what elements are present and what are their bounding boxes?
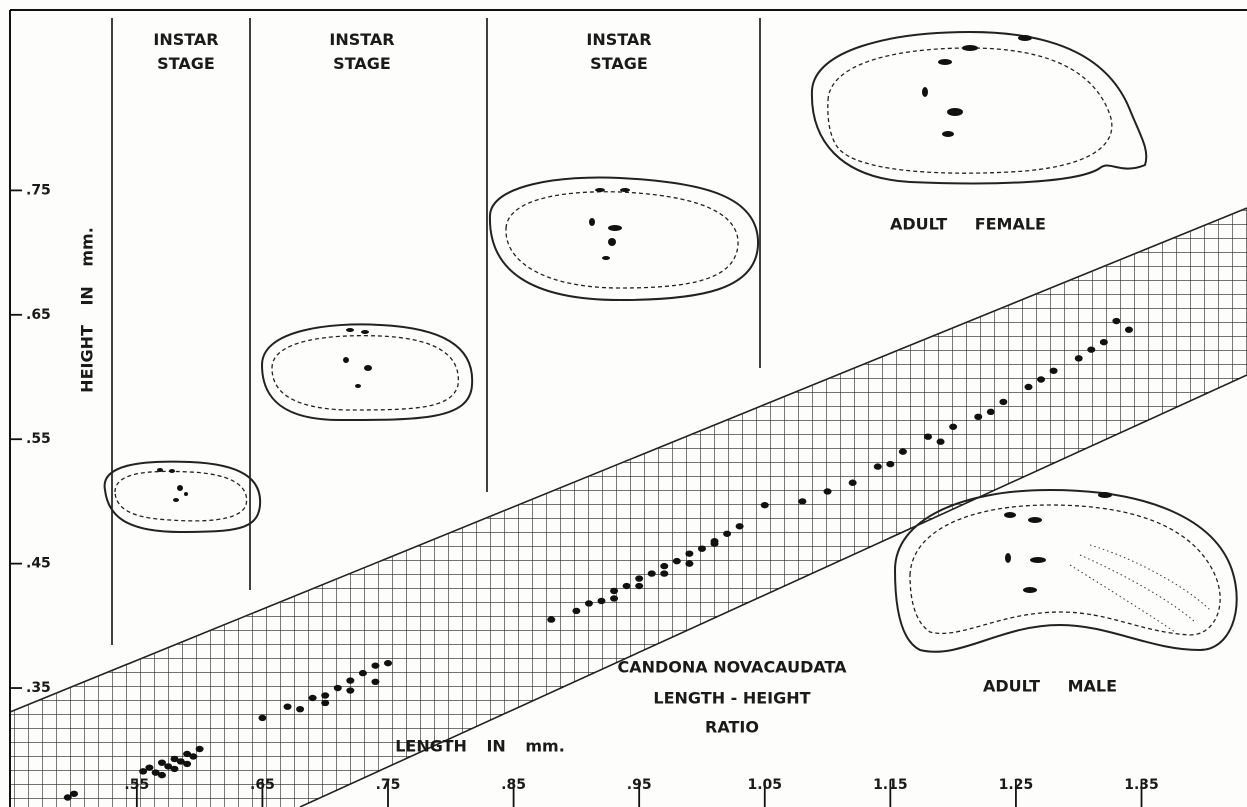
band (10, 208, 1247, 807)
point (346, 687, 354, 693)
point (648, 570, 656, 576)
point (597, 598, 605, 604)
annotation: ADULT MALE (983, 677, 1117, 696)
point (660, 563, 668, 569)
point (899, 448, 907, 454)
point (70, 791, 78, 797)
x-tick-label: 1.05 (747, 777, 782, 793)
point (359, 670, 367, 676)
point (685, 550, 693, 556)
x-tick-label: 1.15 (873, 777, 908, 793)
point (183, 761, 191, 767)
point (623, 583, 631, 589)
x-tick-label: .95 (627, 777, 652, 793)
point (309, 695, 317, 701)
x-axis-label: LENGTH IN mm. (395, 737, 565, 756)
point (371, 679, 379, 685)
point (384, 660, 392, 666)
point (158, 772, 166, 778)
y-tick-label: .75 (26, 182, 51, 198)
chart: .55 .65 .75 .85 .95 1.05 1.15 1.25 1.35 .35 .45 .55… (0, 0, 1247, 807)
x-tick-label: .85 (501, 777, 526, 793)
point (610, 595, 618, 601)
point (635, 583, 643, 589)
annotation: RATIO (705, 718, 759, 737)
point (1050, 368, 1058, 374)
point (1125, 327, 1133, 333)
y-axis-label: HEIGHT IN mm. (78, 227, 97, 393)
point (660, 570, 668, 576)
point (189, 753, 197, 759)
point (547, 616, 555, 622)
annotation: ADULT FEMALE (890, 215, 1046, 234)
point (824, 488, 832, 494)
point (798, 498, 806, 504)
point (572, 608, 580, 614)
point (346, 677, 354, 683)
y-tick-label: .35 (26, 680, 51, 696)
point (1087, 346, 1095, 352)
point (1024, 384, 1032, 390)
annotation: CANDONA NOVACAUDATA (617, 658, 847, 677)
point (886, 461, 894, 467)
point (321, 692, 329, 698)
point (874, 463, 882, 469)
x-tick-label: .65 (250, 777, 275, 793)
point (711, 541, 719, 547)
point (196, 746, 204, 752)
y-tick-label: .55 (26, 431, 51, 447)
point (1100, 339, 1108, 345)
point (736, 523, 744, 529)
point (698, 545, 706, 551)
x-tick-label: 1.35 (1124, 777, 1159, 793)
point (1112, 318, 1120, 324)
point (999, 399, 1007, 405)
point (849, 480, 857, 486)
annotation: LENGTH - HEIGHT (653, 689, 810, 708)
x-tick-label: 1.25 (999, 777, 1034, 793)
x-tick-label: .75 (376, 777, 401, 793)
y-tick-label: .45 (26, 556, 51, 572)
point (145, 764, 153, 770)
point (296, 706, 304, 712)
point (371, 662, 379, 668)
point (321, 700, 329, 706)
point (610, 588, 618, 594)
point (723, 531, 731, 537)
x-tick-label: .55 (124, 777, 149, 793)
point (284, 703, 292, 709)
point (635, 575, 643, 581)
point (258, 715, 266, 721)
point (761, 502, 769, 508)
point (585, 600, 593, 606)
point (334, 685, 342, 691)
point (673, 558, 681, 564)
point (685, 560, 693, 566)
point (1075, 355, 1083, 361)
point (937, 439, 945, 445)
point (987, 409, 995, 415)
point (1037, 376, 1045, 382)
point (949, 424, 957, 430)
point (924, 434, 932, 440)
y-tick-label: .65 (26, 307, 51, 323)
point (974, 414, 982, 420)
point (171, 766, 179, 772)
